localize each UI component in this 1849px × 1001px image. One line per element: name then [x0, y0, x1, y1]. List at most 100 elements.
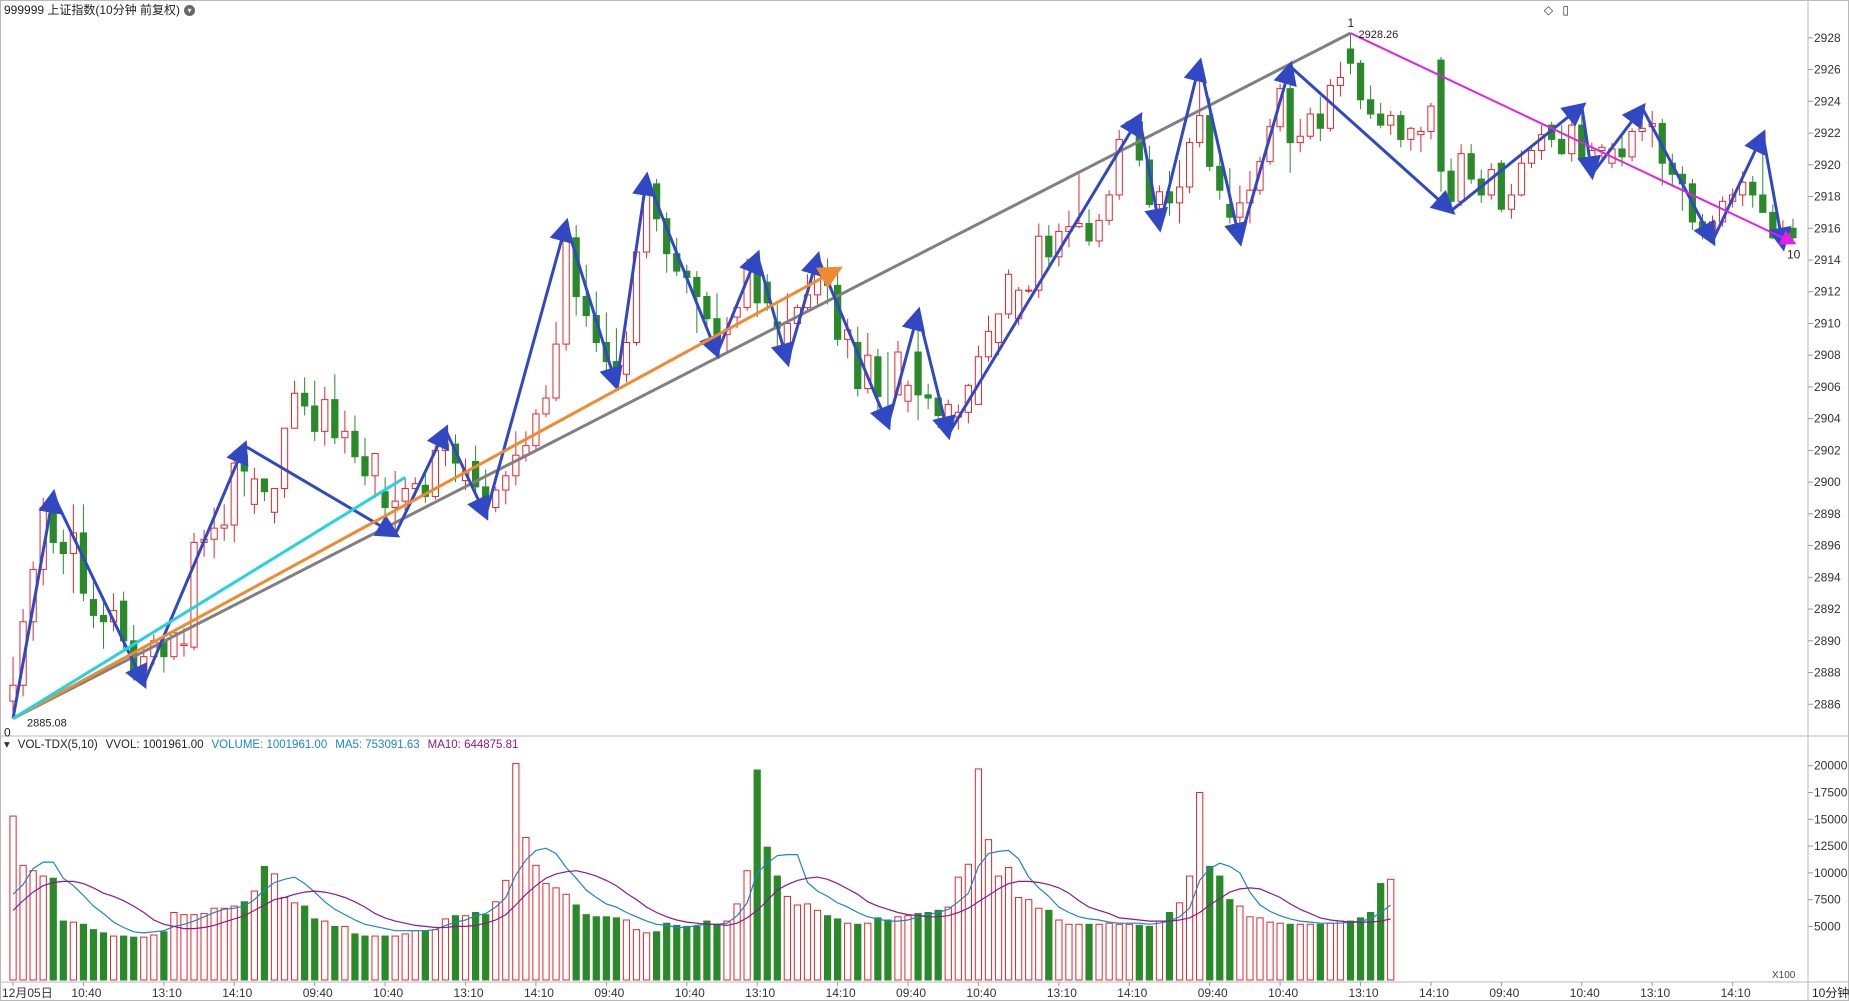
volume-bar — [1296, 923, 1304, 981]
volume-bar — [482, 914, 490, 981]
time-label: 09:40 — [594, 986, 624, 1000]
volume-dropdown-icon[interactable]: ▾ — [4, 739, 10, 751]
volume-bar — [301, 905, 309, 981]
low-price-label: 2885.08 — [27, 718, 67, 730]
candle-body — [1095, 219, 1103, 242]
volume-bar — [542, 883, 550, 981]
price-tick-label: 2906 — [1814, 380, 1841, 394]
time-label: 13:10 — [1640, 986, 1670, 1000]
volume-bar — [773, 875, 781, 981]
candle-body — [471, 461, 480, 488]
zigzag-segment — [614, 171, 656, 386]
volume-bar — [984, 839, 993, 981]
volume-bar — [1216, 875, 1224, 981]
price-tick-label: 2886 — [1814, 697, 1841, 711]
diamond-icon[interactable]: ◇ — [1543, 3, 1554, 17]
candle-body — [270, 487, 279, 513]
zigzag-segment — [1137, 116, 1168, 233]
volume-tick-label: 20000 — [1814, 759, 1848, 773]
candle-body — [1216, 165, 1224, 191]
wave-marker-end: 10 — [1787, 248, 1801, 262]
price-tick-label: 2904 — [1814, 412, 1841, 426]
volume-bar — [1246, 916, 1254, 981]
dropdown-icon[interactable]: ▾ — [184, 5, 196, 17]
price-tick-label: 2916 — [1814, 221, 1841, 235]
volume-bar — [693, 925, 701, 981]
volume-bar — [854, 923, 862, 981]
price-tick-label: 2918 — [1814, 190, 1841, 204]
zigzag-segment — [886, 306, 926, 426]
price-tick-label: 2900 — [1814, 475, 1841, 489]
zigzag-segment — [1238, 60, 1297, 242]
candle-body — [1366, 99, 1375, 115]
candle-body — [391, 500, 399, 509]
volume-bar — [743, 870, 751, 981]
volume-bar — [1366, 912, 1375, 981]
volume-indicator-name[interactable]: VOL-TDX(5,10) — [17, 739, 98, 751]
candle-body — [89, 599, 98, 616]
volume-bar — [1135, 924, 1143, 981]
price-tick-label: 2920 — [1814, 158, 1841, 172]
price-annotations: 2928.26 2885.08 0 1 10 — [4, 16, 1801, 739]
volume-bar — [29, 870, 37, 981]
zigzag-segment — [1761, 134, 1792, 252]
volume-bar — [230, 905, 238, 981]
candle-body — [1085, 223, 1093, 242]
candle-body — [582, 295, 590, 317]
wave-marker-top: 1 — [1348, 16, 1355, 30]
volume-bar — [924, 912, 932, 981]
volume-bar — [1065, 923, 1073, 981]
volume-bar — [653, 931, 661, 981]
volume-bar — [532, 864, 540, 981]
trend-line-gray — [12, 31, 1352, 720]
time-label: 10:40 — [373, 986, 403, 1000]
volume-bar — [763, 846, 771, 981]
zigzag-segment — [243, 444, 401, 538]
volume-bar — [59, 920, 67, 981]
candle-body — [1045, 235, 1053, 258]
price-tick-label: 2912 — [1814, 285, 1841, 299]
price-tick-label: 2928 — [1814, 31, 1841, 45]
candle-body — [401, 487, 409, 502]
volume-bar — [1045, 909, 1053, 981]
candle-body — [1025, 289, 1033, 292]
candles-layer — [9, 33, 1797, 719]
volume-bar — [502, 879, 510, 981]
price-tick-label: 2890 — [1814, 634, 1841, 648]
candle-body — [1467, 153, 1475, 180]
volume-tick-label: 7500 — [1814, 893, 1841, 907]
volume-tick-label: 5000 — [1814, 919, 1841, 933]
zigzag-segment — [755, 254, 794, 368]
volume-tick-label: 12500 — [1814, 839, 1848, 853]
zigzag-segment — [946, 112, 1143, 436]
candle-body — [1326, 84, 1335, 129]
volume-bar — [1286, 923, 1294, 981]
candle-body — [1447, 170, 1455, 202]
volume-bar — [69, 921, 77, 981]
time-label: 09:40 — [303, 986, 333, 1000]
candle-body — [502, 475, 510, 491]
volume-bar — [180, 914, 188, 981]
volume-bar — [1276, 922, 1284, 981]
candle-body — [904, 384, 912, 402]
candle-body — [1759, 194, 1767, 213]
volume-bar — [602, 916, 610, 981]
time-label: 10:40 — [1268, 986, 1298, 1000]
candle-body — [1427, 105, 1435, 132]
candle-body — [1618, 148, 1626, 158]
candle-body — [1296, 135, 1304, 144]
candle-body — [351, 430, 359, 458]
candle-body — [1497, 162, 1505, 210]
candle-body — [1558, 138, 1566, 155]
zigzag-segment — [1450, 102, 1587, 212]
volume-bar — [703, 920, 711, 981]
wave-overlay — [11, 31, 1797, 720]
candle-body — [1115, 138, 1123, 196]
time-label: 14:10 — [1419, 986, 1449, 1000]
candle-body — [1407, 127, 1415, 140]
time-label: 10:40 — [71, 986, 101, 1000]
volume-bar — [109, 935, 118, 981]
panel-toggle-icon[interactable]: ▯ — [1562, 3, 1569, 17]
volume-bar — [190, 914, 198, 981]
